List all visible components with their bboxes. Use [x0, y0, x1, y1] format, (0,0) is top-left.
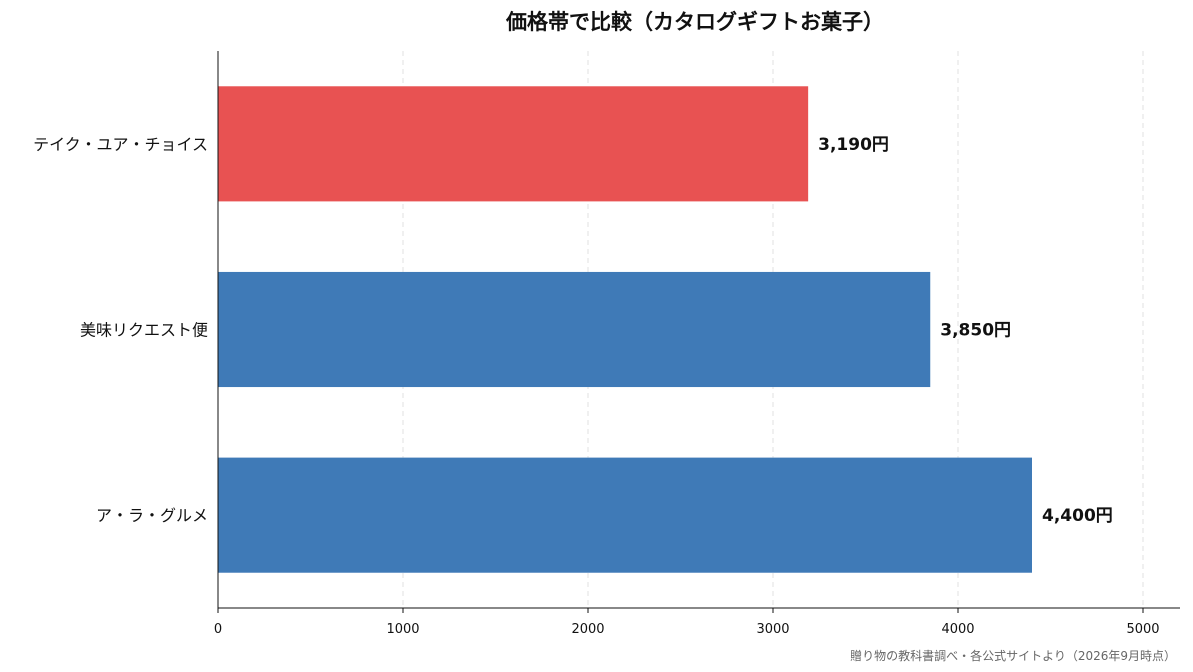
category-label-3: ア・ラ・グルメ [96, 506, 208, 525]
bars-group [218, 86, 1032, 573]
value-label-1: 3,190円 [818, 135, 889, 155]
x-tick-labels: 0 1000 2000 3000 4000 5000 [214, 608, 1160, 637]
value-labels: 3,190円 3,850円 4,400円 [818, 135, 1113, 526]
value-label-2: 3,850円 [940, 321, 1011, 341]
axes-group [217, 51, 1180, 609]
x-tick-label-5: 5000 [1126, 622, 1159, 637]
value-label-3: 4,400円 [1042, 506, 1113, 526]
x-tick-label-0: 0 [214, 622, 222, 637]
x-tick-label-4: 4000 [941, 622, 974, 637]
x-tick-label-1: 1000 [386, 622, 419, 637]
x-tick-label-2: 2000 [571, 622, 604, 637]
x-tick-label-3: 3000 [756, 622, 789, 637]
bar-1 [218, 86, 809, 202]
chart-title: 価格帯で比較（カタログギフトお菓子） [505, 10, 884, 34]
category-label-1: テイク・ユア・チョイス [33, 135, 208, 154]
category-label-2: 美味リクエスト便 [80, 321, 208, 340]
bar-3 [218, 457, 1032, 573]
source-note: 贈り物の教科書調べ・各公式サイトより（2026年9月時点） [850, 648, 1176, 663]
bar-2 [218, 271, 931, 388]
